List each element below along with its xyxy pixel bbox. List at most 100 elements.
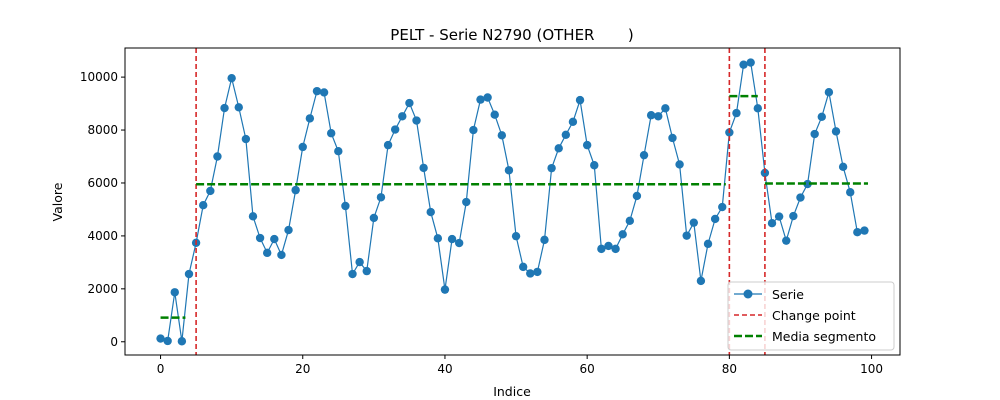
serie-point	[163, 336, 172, 346]
legend-box	[727, 281, 895, 351]
serie-point	[234, 103, 243, 112]
serie-point	[767, 219, 777, 228]
serie-point	[703, 239, 713, 249]
x-tick-label: 0	[157, 362, 165, 376]
serie-point	[554, 144, 563, 153]
serie-point	[838, 162, 848, 172]
x-tick-label: 40	[437, 362, 452, 376]
serie-point	[476, 95, 485, 104]
serie-point	[199, 201, 208, 210]
serie-point	[689, 218, 699, 227]
serie-point	[248, 212, 258, 221]
serie-point	[383, 140, 393, 150]
serie-point	[646, 111, 656, 120]
serie-point	[469, 125, 478, 135]
serie-point	[526, 269, 535, 278]
serie-point	[831, 127, 841, 136]
x-tick-label: 60	[580, 362, 595, 376]
y-tick-label: 2000	[87, 282, 118, 296]
legend: Serie Change point Media segmento	[727, 281, 895, 351]
serie-point	[846, 188, 855, 197]
serie-point	[369, 213, 379, 223]
serie-point	[355, 257, 364, 267]
serie-point	[632, 191, 642, 201]
serie-point	[419, 163, 428, 173]
serie-point	[390, 125, 400, 134]
serie-point	[263, 248, 272, 258]
serie-point	[362, 266, 371, 276]
serie-point	[696, 276, 706, 286]
serie-point	[170, 288, 179, 297]
serie-point	[682, 231, 691, 240]
serie-point	[810, 129, 819, 139]
serie-point	[270, 234, 279, 244]
serie-point	[298, 142, 307, 152]
serie-point	[462, 197, 471, 207]
serie-point	[405, 98, 414, 108]
x-axis-ticks: 0 20 40 60 80 100	[157, 355, 883, 376]
x-axis-label: Indice	[493, 384, 531, 399]
serie-point	[319, 88, 329, 97]
y-tick-label: 4000	[87, 229, 118, 243]
serie-point	[447, 234, 457, 244]
serie-point	[575, 95, 585, 105]
serie-point	[732, 108, 741, 118]
serie-point	[668, 133, 677, 143]
plot-content	[156, 48, 869, 355]
serie-point	[440, 285, 450, 294]
serie-point	[490, 110, 499, 119]
serie-point	[326, 129, 336, 138]
serie-point	[789, 211, 798, 221]
x-tick-label: 20	[295, 362, 310, 376]
serie-point	[518, 262, 528, 272]
legend-media-label: Media segmento	[772, 329, 876, 344]
serie-point	[597, 244, 606, 254]
serie-point	[639, 150, 649, 160]
serie-point	[860, 226, 869, 235]
serie-point	[511, 231, 521, 241]
serie-point	[803, 179, 812, 189]
x-tick-label: 100	[860, 362, 883, 376]
y-tick-label: 6000	[87, 176, 118, 190]
serie-point	[739, 60, 748, 69]
serie-point	[277, 250, 286, 260]
serie-point	[341, 201, 350, 211]
serie-point	[654, 112, 663, 121]
legend-change-point-label: Change point	[772, 308, 856, 323]
serie-point	[753, 104, 762, 113]
serie-point	[718, 202, 727, 212]
serie-point	[604, 241, 613, 251]
serie-point	[412, 116, 421, 125]
serie-point	[590, 161, 599, 170]
serie-point	[376, 193, 386, 202]
serie-point	[625, 216, 635, 226]
serie-point	[483, 93, 492, 102]
serie-point	[426, 207, 435, 217]
serie-point	[213, 152, 222, 161]
serie-point	[348, 269, 357, 279]
serie-point	[547, 163, 556, 173]
serie-point	[817, 112, 826, 122]
y-axis-ticks: 0 2000 4000 6000 8000 10000	[80, 70, 125, 349]
serie-point	[782, 236, 791, 245]
serie-point	[853, 228, 862, 237]
serie-point	[746, 58, 755, 67]
serie-point	[156, 334, 165, 343]
serie-point	[184, 269, 194, 279]
serie-point	[255, 233, 265, 243]
plot-frame	[124, 47, 901, 356]
serie-point	[206, 186, 215, 196]
serie-point	[568, 117, 578, 127]
legend-serie-label: Serie	[772, 287, 804, 302]
serie-point	[533, 267, 542, 277]
serie-point	[433, 234, 443, 243]
chart-title: PELT - Serie N2790 (OTHER )	[390, 26, 633, 44]
serie-point	[291, 185, 300, 195]
serie-point	[312, 86, 322, 96]
serie-point	[796, 193, 805, 202]
serie-point	[497, 131, 507, 140]
y-axis-label: Valore	[50, 182, 65, 221]
serie-point	[710, 214, 720, 224]
